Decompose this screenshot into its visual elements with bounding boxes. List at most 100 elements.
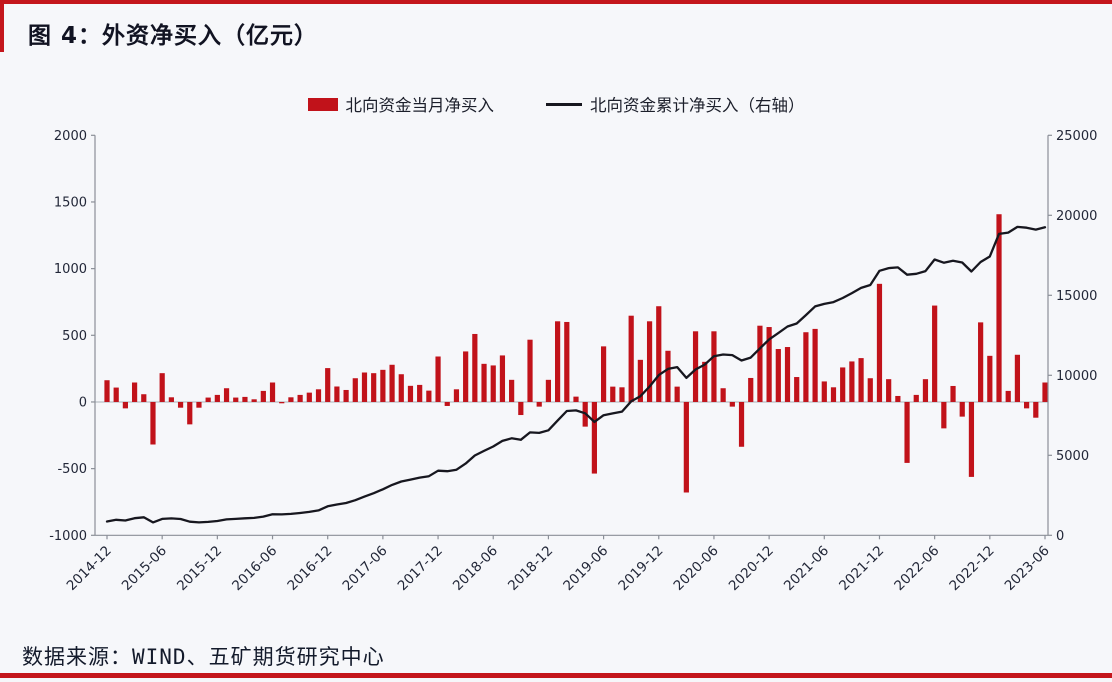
left-axis-tick-label: 1000 [54, 262, 87, 277]
x-axis-tick-label: 2023-06 [1002, 543, 1053, 594]
x-axis-tick-label: 2022-12 [946, 543, 997, 594]
left-axis-tick-label: -500 [57, 462, 87, 477]
data-source-text: 数据来源：WIND、五矿期货研究中心 [22, 645, 385, 669]
bar-month-2022-04 [913, 394, 919, 402]
x-axis-tick-label: 2019-12 [615, 543, 666, 594]
right-axis-tick-label: 25000 [1056, 129, 1097, 144]
bar-month-2017-08 [398, 374, 404, 402]
bar-month-2021-12 [876, 283, 883, 402]
bar-month-2019-12 [656, 306, 662, 402]
bar-month-2020-09 [738, 401, 745, 447]
bar-month-2018-10 [527, 339, 533, 402]
bar-month-2017-01 [334, 386, 340, 402]
bar-month-2020-06 [711, 331, 717, 402]
bar-month-2019-05 [591, 401, 597, 474]
bar-month-2020-04 [692, 331, 699, 402]
bar-month-2020-07 [720, 388, 726, 402]
x-axis-tick-label: 2015-12 [174, 543, 225, 594]
bar-month-2021-10 [858, 358, 864, 402]
bar-month-2020-02 [674, 386, 680, 402]
left-axis-tick-label: 1500 [54, 195, 87, 210]
x-axis-tick-label: 2015-06 [119, 543, 170, 594]
bar-month-2022-03 [904, 401, 910, 463]
right-axis-tick-label: 5000 [1056, 449, 1089, 464]
legend-label-monthly: 北向资金当月净买入 [345, 96, 495, 115]
bar-month-2017-10 [417, 384, 423, 402]
bar-month-2023-03 [1014, 354, 1021, 402]
bar-month-2018-04 [472, 333, 478, 402]
bar-month-2023-06 [1042, 382, 1048, 402]
bar-month-2019-08 [619, 387, 625, 402]
bar-month-2016-04 [251, 399, 257, 402]
chart-legend: 北向资金当月净买入 北向资金累计净买入（右轴） [0, 92, 1112, 116]
bar-month-2021-05 [812, 328, 818, 402]
bar-month-2016-10 [306, 392, 312, 402]
bar-month-2015-08 [177, 401, 184, 408]
bar-month-2022-11 [978, 322, 984, 402]
bar-month-2021-02 [784, 347, 791, 402]
bar-month-2022-05 [922, 379, 929, 402]
x-axis-tick-label: 2022-06 [891, 543, 942, 594]
bar-month-2020-12 [766, 327, 772, 402]
bar-month-2022-09 [959, 401, 965, 417]
x-axis-tick-label: 2018-12 [505, 543, 556, 594]
bar-month-2016-03 [242, 396, 248, 402]
bar-month-2019-06 [600, 346, 607, 402]
x-axis-tick-label: 2016-06 [229, 543, 280, 594]
line-series-swatch-icon [546, 102, 582, 106]
bar-month-2016-01 [223, 388, 230, 402]
bar-month-2019-10 [637, 359, 643, 402]
x-axis-tick-label: 2018-06 [450, 543, 501, 594]
bar-month-2019-11 [646, 321, 653, 402]
bar-month-2020-03 [683, 401, 689, 493]
bar-month-2015-03 [131, 382, 138, 402]
bar-month-2018-08 [509, 379, 515, 402]
bar-month-2016-08 [288, 397, 294, 402]
bar-month-2019-09 [628, 315, 634, 402]
bar-month-2019-07 [610, 386, 616, 402]
right-axis-tick-label: 10000 [1056, 369, 1097, 384]
bar-month-2014-12 [104, 380, 110, 402]
x-axis-tick-label: 2021-12 [836, 543, 887, 594]
bar-month-2019-02 [564, 321, 570, 402]
bar-month-2015-12 [214, 394, 220, 402]
page-border-left [0, 0, 4, 52]
bar-month-2017-07 [389, 364, 395, 402]
x-axis-tick-label: 2020-06 [671, 543, 722, 594]
bar-month-2018-09 [518, 401, 524, 416]
bar-month-2016-11 [315, 389, 322, 402]
bar-month-2017-03 [352, 378, 358, 402]
left-axis-tick-label: 500 [62, 329, 87, 344]
page-border-top [0, 0, 1112, 4]
bar-month-2021-11 [867, 378, 873, 402]
bar-month-2015-06 [159, 373, 165, 402]
cumulative-line [105, 225, 1047, 524]
bar-month-2018-01 [444, 401, 450, 406]
bar-month-2022-06 [932, 305, 938, 402]
bar-month-2016-09 [297, 394, 303, 402]
legend-label-cumulative: 北向资金累计净买入（右轴） [590, 96, 805, 115]
right-axis-tick-label: 0 [1056, 529, 1064, 544]
bar-month-2018-03 [463, 351, 469, 402]
bar-month-2022-01 [886, 379, 892, 402]
page-title: 图 4：外资净买入（亿元） [28, 23, 319, 49]
bar-month-2023-02 [1005, 390, 1011, 402]
bar-month-2020-08 [729, 401, 735, 407]
x-axis-tick-label: 2019-06 [560, 543, 611, 594]
bar-month-2022-07 [941, 401, 947, 429]
bar-month-2021-07 [830, 387, 837, 402]
bar-month-2015-07 [168, 397, 174, 402]
bar-month-2022-02 [895, 395, 901, 402]
bar-month-2018-02 [453, 389, 460, 402]
bar-month-2017-09 [407, 385, 414, 402]
bar-month-2018-11 [536, 401, 542, 407]
bar-month-2020-10 [748, 377, 754, 402]
bar-month-2017-04 [361, 372, 368, 402]
bar-month-2018-12 [545, 379, 552, 402]
bar-month-2017-12 [435, 356, 441, 402]
bar-series-swatch-icon [307, 97, 338, 111]
x-axis-tick-label: 2021-06 [781, 543, 832, 594]
